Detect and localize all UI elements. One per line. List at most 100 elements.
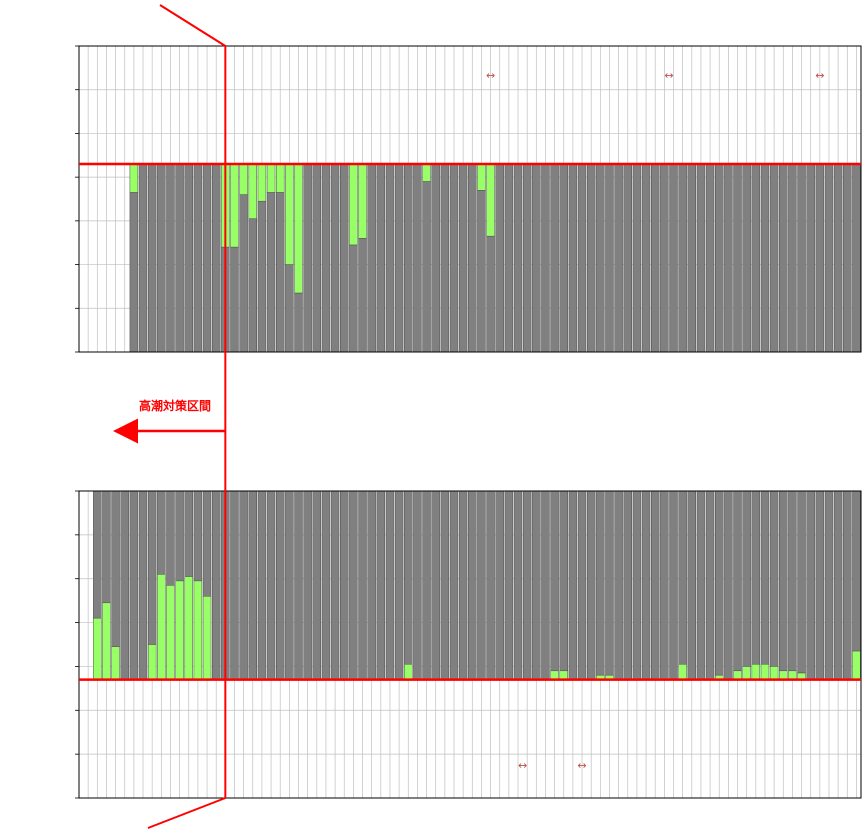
capacity-bar: [468, 490, 477, 680]
shortfall-bar: [550, 670, 559, 680]
capacity-bar: [285, 264, 294, 353]
capacity-bar: [696, 490, 706, 680]
capacity-bar: [303, 163, 312, 353]
capacity-bar: [843, 163, 852, 353]
capacity-bar: [522, 490, 532, 680]
left-bank-chart: ↔ ↔: [75, 490, 862, 799]
capacity-bar: [422, 490, 431, 680]
capacity-bar: [632, 490, 642, 680]
capacity-bar: [266, 192, 276, 353]
shortfall-bar: [239, 163, 248, 195]
shortfall-bar: [852, 650, 861, 680]
capacity-bar: [321, 163, 331, 353]
capacity-bar: [513, 163, 523, 353]
shortfall-bar: [285, 163, 294, 265]
capacity-bar: [815, 163, 825, 353]
capacity-bar: [596, 163, 605, 353]
capacity-bar: [541, 163, 550, 353]
shortfall-bar: [422, 163, 431, 182]
capacity-bar: [312, 490, 322, 680]
capacity-bar: [705, 163, 715, 353]
shortfall-bar: [257, 163, 267, 202]
shortfall-bar: [404, 663, 413, 680]
capacity-bar: [852, 163, 861, 353]
capacity-bar: [239, 194, 248, 353]
shortfall-bar: [678, 663, 687, 680]
capacity-bar: [157, 490, 166, 575]
capacity-bar: [376, 490, 386, 680]
capacity-bar: [577, 490, 587, 680]
capacity-bar: [605, 163, 614, 353]
capacity-bar: [623, 163, 632, 353]
capacity-bar: [385, 490, 395, 680]
capacity-bar: [193, 163, 203, 353]
capacity-bar: [669, 490, 678, 680]
mountain-section-arrow-icon: ↔: [815, 69, 824, 82]
boundary-diagonal-bottom: [147, 797, 226, 829]
capacity-bar: [449, 163, 459, 353]
capacity-bar: [157, 163, 166, 353]
capacity-bar: [285, 490, 294, 680]
shortfall-bar: [779, 670, 788, 680]
shortfall-bar: [93, 617, 102, 680]
shortfall-bar: [559, 670, 568, 680]
capacity-bar: [495, 163, 504, 353]
shortfall-bar: [294, 163, 303, 294]
shortfall-bar: [486, 163, 495, 237]
capacity-bar: [559, 490, 568, 672]
capacity-bar: [596, 490, 605, 676]
capacity-bar: [660, 490, 669, 680]
capacity-bar: [586, 490, 596, 680]
capacity-bar: [806, 163, 815, 353]
capacity-bar: [705, 490, 715, 680]
capacity-bar: [147, 490, 157, 645]
capacity-bar: [358, 238, 367, 353]
capacity-bar: [806, 490, 815, 680]
capacity-bar: [623, 490, 632, 680]
capacity-bar: [550, 163, 559, 353]
capacity-bar: [833, 490, 843, 680]
capacity-bar: [614, 490, 623, 680]
shortfall-bar: [266, 163, 276, 193]
capacity-bar: [678, 163, 687, 353]
capacity-bar: [843, 490, 852, 680]
capacity-bar: [852, 490, 861, 652]
mountain-section-arrow-icon: ↔: [664, 69, 673, 82]
capacity-bar: [394, 163, 404, 353]
capacity-bar: [275, 192, 285, 353]
capacity-bar: [477, 190, 486, 353]
shortfall-bar: [230, 163, 239, 248]
capacity-bar: [202, 163, 212, 353]
capacity-bar: [797, 163, 806, 353]
capacity-bar: [586, 163, 596, 353]
capacity-bar: [513, 490, 523, 680]
shortfall-bar: [157, 574, 166, 680]
capacity-bar: [248, 218, 258, 353]
boundary-diagonal-top: [159, 4, 226, 47]
capacity-bar: [458, 163, 468, 353]
capacity-bar: [632, 163, 642, 353]
capacity-bar: [404, 163, 413, 353]
capacity-bar: [349, 244, 358, 353]
capacity-bar: [687, 490, 697, 680]
right-bank-chart: ↔ ↔ ↔: [75, 45, 862, 353]
capacity-bar: [321, 490, 331, 680]
capacity-bar: [779, 490, 788, 672]
capacity-bar: [687, 163, 697, 353]
shortfall-bar: [202, 596, 212, 680]
capacity-bar: [678, 490, 687, 665]
capacity-bar: [532, 490, 541, 680]
capacity-bar: [230, 246, 239, 353]
capacity-bar: [824, 490, 834, 680]
shortfall-bar: [751, 663, 761, 680]
capacity-bar: [431, 490, 440, 680]
capacity-bar: [550, 490, 559, 672]
capacity-bar: [742, 490, 751, 667]
capacity-bar: [312, 163, 322, 353]
capacity-bar: [769, 490, 779, 667]
shortfall-bar: [184, 576, 193, 680]
capacity-bar: [760, 490, 770, 665]
capacity-bar: [696, 163, 706, 353]
shortfall-bar: [166, 585, 175, 680]
capacity-bar: [340, 490, 349, 680]
